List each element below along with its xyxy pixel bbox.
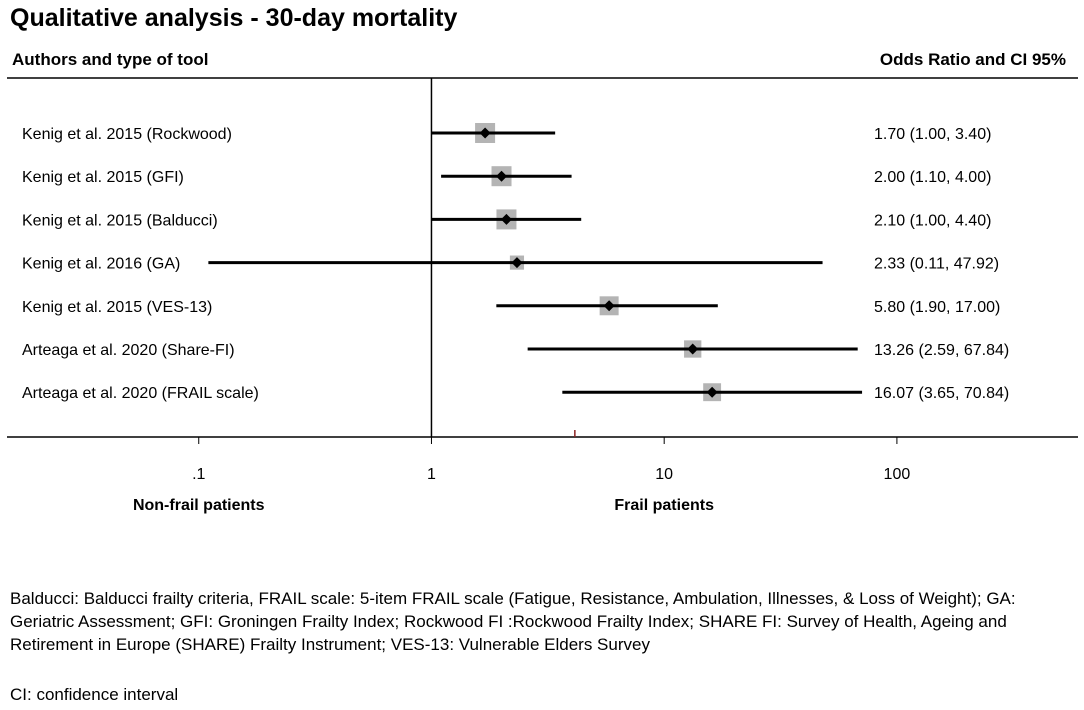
study-label: Arteaga et al. 2020 (FRAIL scale): [22, 385, 259, 402]
x-tick-label: 10: [655, 466, 673, 483]
x-tick-label: 1: [427, 466, 436, 483]
point-estimate: [687, 343, 699, 355]
odds-ratio-value: 2.10 (1.00, 4.40): [874, 212, 991, 229]
point-estimate: [603, 300, 615, 312]
x-tick-label: .1: [192, 466, 205, 483]
abbreviations-footnote: Balducci: Balducci frailty criteria, FRA…: [10, 589, 1016, 654]
study-label: Kenig et al. 2015 (Balducci): [22, 212, 218, 229]
x-tick-label: 100: [884, 466, 911, 483]
study-label: Kenig et al. 2015 (GFI): [22, 169, 184, 186]
odds-ratio-value: 1.70 (1.00, 3.40): [874, 126, 991, 143]
non-frail-label: Non-frail patients: [133, 497, 265, 514]
study-label: Kenig et al. 2016 (GA): [22, 256, 180, 273]
frail-label: Frail patients: [614, 497, 714, 514]
study-label: Arteaga et al. 2020 (Share-FI): [22, 342, 235, 359]
point-estimate: [706, 386, 718, 398]
study-label: Kenig et al. 2015 (VES-13): [22, 299, 212, 316]
study-label: Kenig et al. 2015 (Rockwood): [22, 126, 232, 143]
odds-ratio-value: 16.07 (3.65, 70.84): [874, 385, 1009, 402]
point-estimate: [511, 257, 523, 269]
odds-ratio-value: 13.26 (2.59, 67.84): [874, 342, 1009, 359]
odds-ratio-value: 2.33 (0.11, 47.92): [874, 256, 999, 273]
point-estimate: [479, 127, 491, 139]
ci-footnote: CI: confidence interval: [10, 685, 179, 704]
column-header-study: Authors and type of tool: [12, 50, 209, 69]
forest-plot: .1 1 10 100 Non-frail patients Frail patients…: [7, 77, 1078, 514]
chart-title: Qualitative analysis - 30-day mortality: [10, 4, 458, 32]
odds-ratio-value: 5.80 (1.90, 17.00): [874, 299, 1000, 316]
point-estimate: [500, 213, 512, 225]
odds-ratio-value: 2.00 (1.10, 4.00): [874, 169, 991, 186]
column-header-odds-ratio: Odds Ratio and CI 95%: [879, 50, 1066, 69]
point-estimate: [496, 170, 508, 182]
